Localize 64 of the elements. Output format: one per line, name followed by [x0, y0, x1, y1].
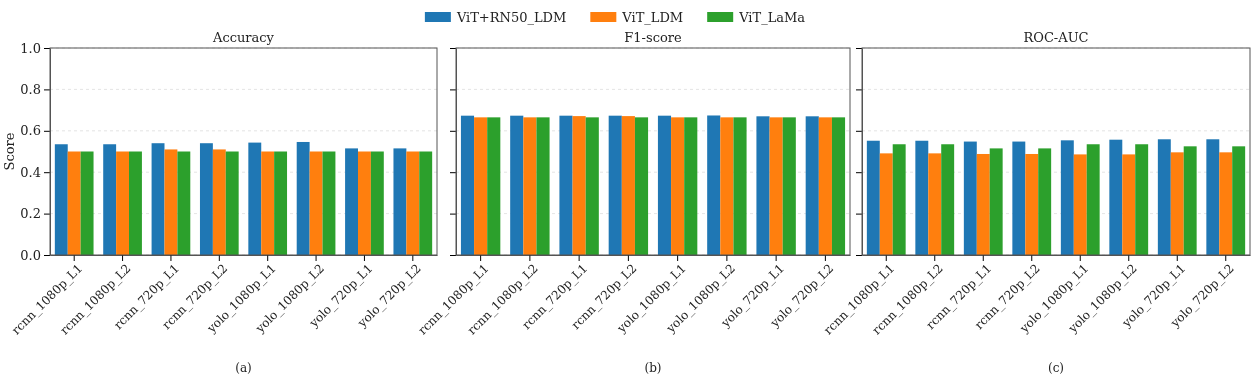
- bar: [1170, 152, 1184, 255]
- chart-title: ROC-AUC: [1023, 30, 1089, 45]
- bar: [1157, 139, 1171, 255]
- bar: [1012, 141, 1026, 255]
- bar: [199, 143, 213, 255]
- bar: [80, 151, 94, 255]
- chart-title: Accuracy: [212, 30, 275, 45]
- bar: [370, 151, 384, 255]
- bar: [103, 144, 117, 255]
- bar: [54, 144, 68, 255]
- bar: [892, 144, 906, 255]
- text: (b): [644, 361, 662, 375]
- bar: [1232, 146, 1246, 255]
- bar: [322, 151, 336, 255]
- y-tick-label: 0.4: [20, 164, 41, 180]
- bar: [419, 151, 433, 255]
- bar: [1073, 154, 1087, 255]
- y-tick-label: 0.8: [20, 82, 41, 98]
- bar: [1122, 154, 1136, 255]
- text: (c): [1047, 361, 1065, 375]
- bar: [116, 151, 130, 255]
- bar: [1038, 148, 1052, 255]
- bar: [393, 148, 407, 255]
- legend-label: ViT_LaMa: [738, 10, 806, 25]
- bar: [928, 153, 942, 255]
- bar: [151, 143, 165, 255]
- chart-title: F1-score: [624, 30, 682, 45]
- bar: [989, 148, 1003, 255]
- y-tick-label: 0.2: [20, 206, 41, 222]
- bar: [345, 148, 358, 255]
- bar: [261, 151, 275, 255]
- bar: [309, 151, 323, 255]
- bar: [274, 151, 288, 255]
- bar: [296, 141, 310, 255]
- bar: [963, 141, 977, 255]
- legend-label: ViT+RN50_LDM: [455, 10, 567, 25]
- bar: [976, 153, 990, 255]
- text: (a): [235, 361, 252, 375]
- bar: [1060, 140, 1074, 255]
- bar: [212, 149, 226, 255]
- bar: [248, 142, 262, 255]
- y-tick-label: 0.0: [20, 247, 41, 263]
- bar: [177, 151, 191, 255]
- bar: [1135, 144, 1149, 255]
- y-tick-label: 0.6: [20, 123, 41, 139]
- bar: [1109, 139, 1123, 255]
- y-tick-label: 1.0: [20, 40, 41, 56]
- bar: [1219, 152, 1233, 255]
- bar: [406, 151, 420, 255]
- bar: [879, 153, 893, 255]
- bar: [1206, 139, 1220, 255]
- bar: [866, 140, 880, 255]
- bar: [915, 140, 929, 255]
- bar: [164, 149, 178, 255]
- bar: [357, 151, 371, 255]
- bar: [1025, 153, 1039, 255]
- y-axis-title: Score: [2, 132, 17, 171]
- bar: [941, 144, 955, 255]
- bar: [67, 151, 81, 255]
- bar: [129, 151, 142, 255]
- bar: [225, 151, 239, 255]
- bar: [1183, 146, 1197, 255]
- legend-label: ViT_LDM: [621, 10, 684, 25]
- bar: [1086, 144, 1100, 255]
